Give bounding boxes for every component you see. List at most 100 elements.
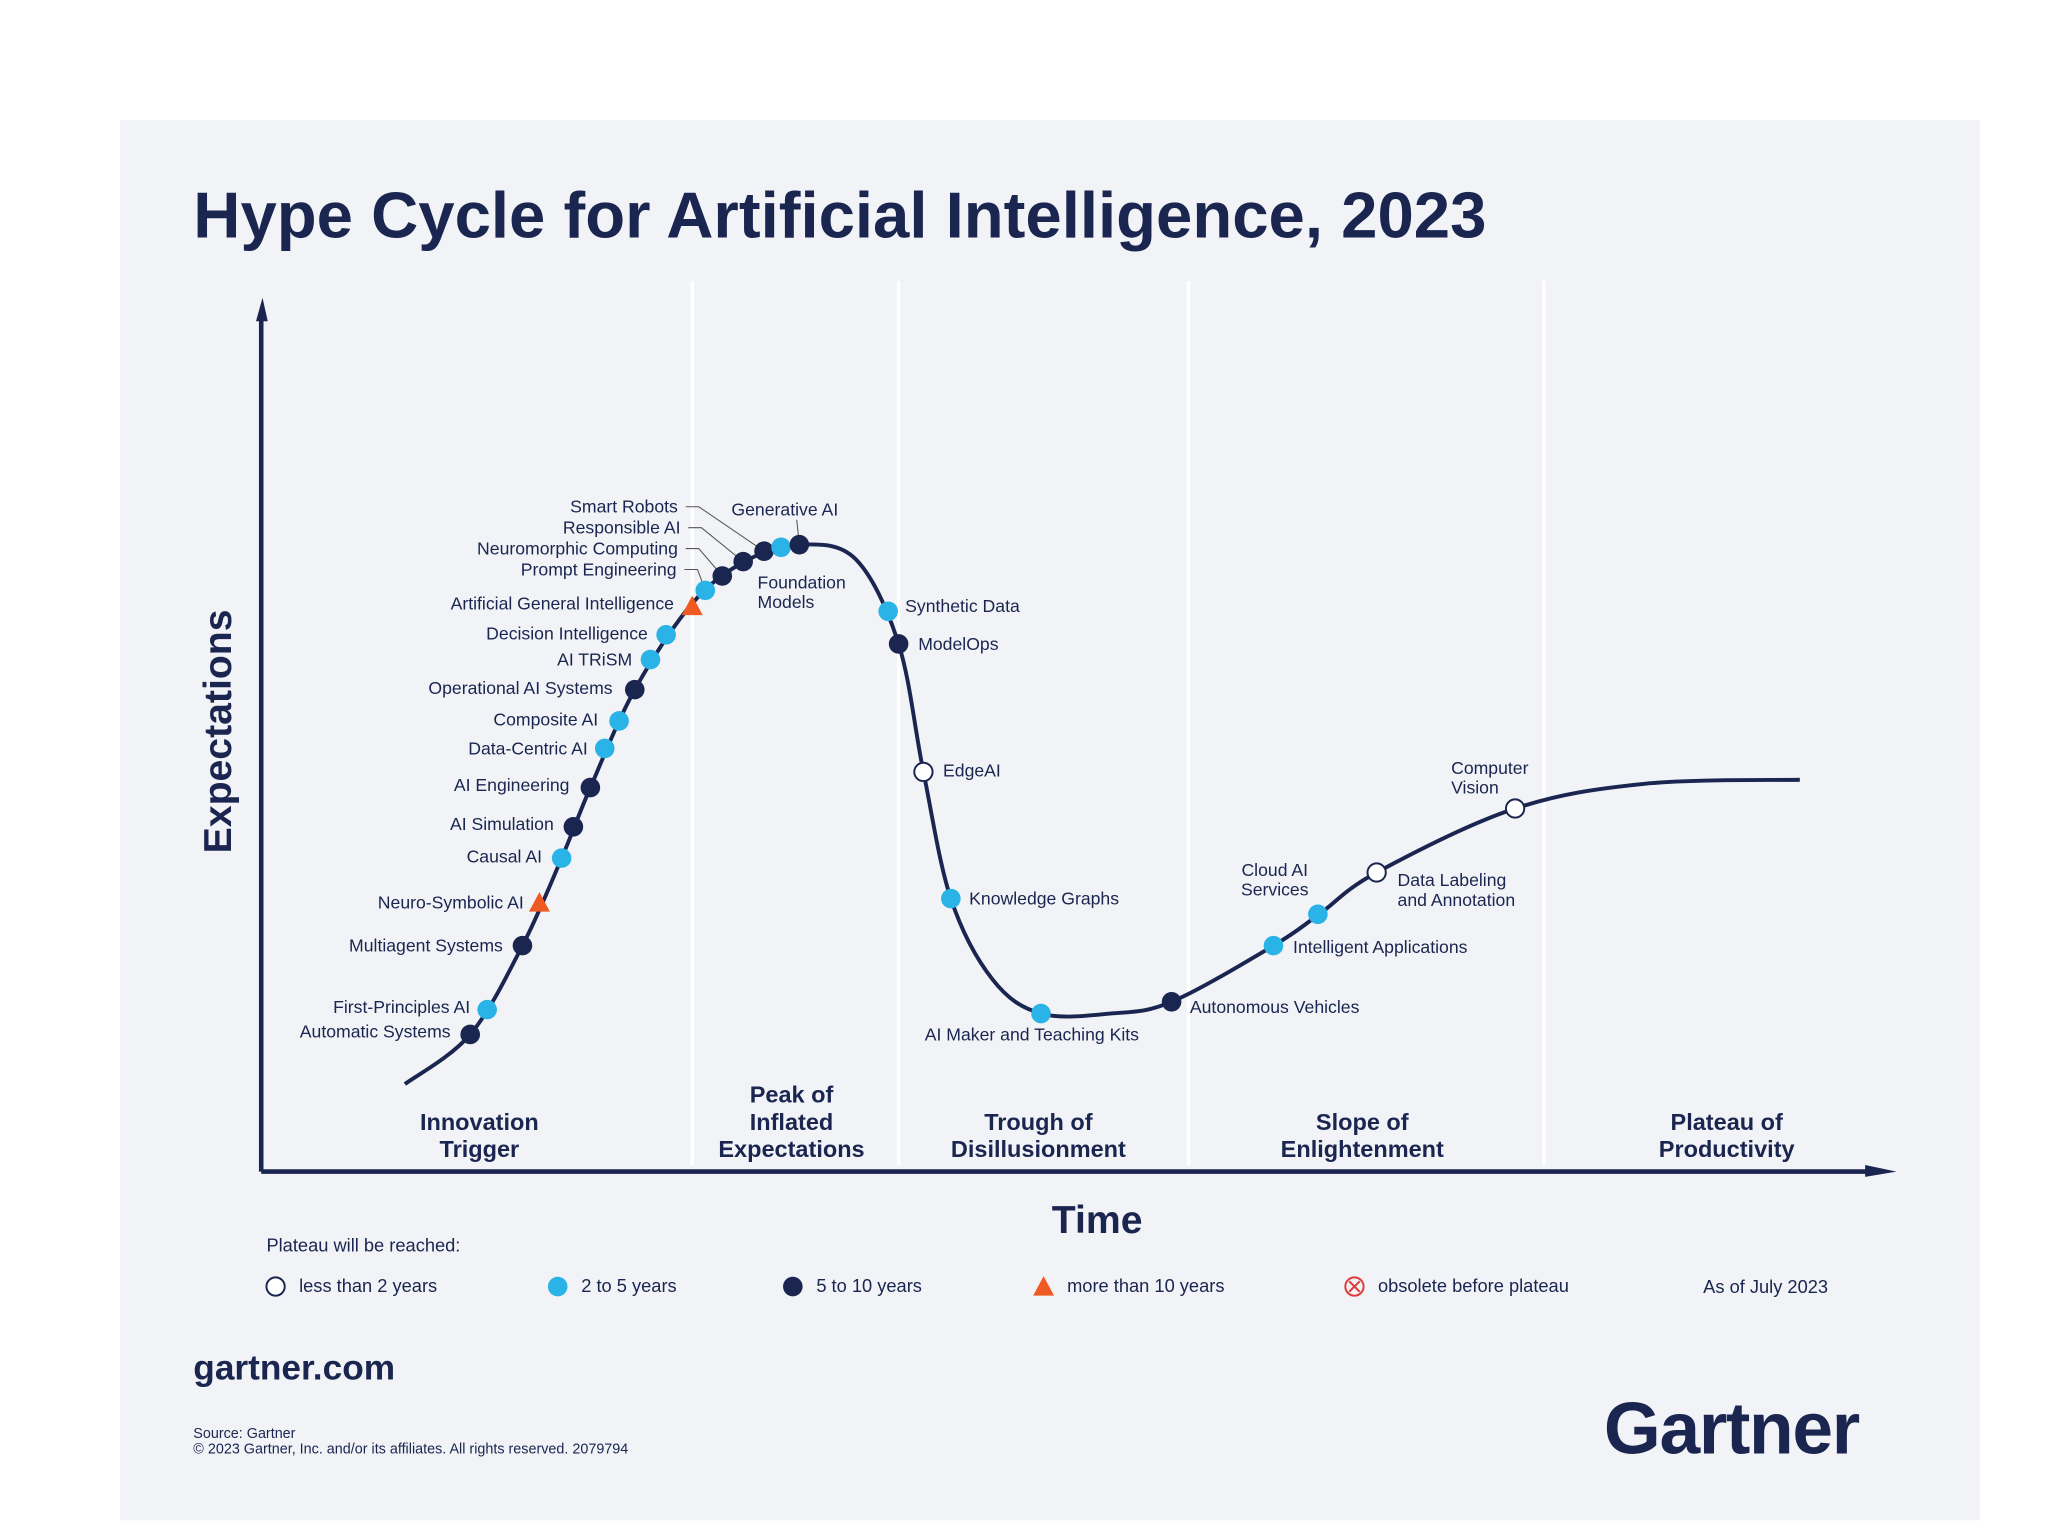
item-marker bbox=[712, 566, 733, 586]
item-label: Smart Robots bbox=[570, 497, 678, 517]
item-marker bbox=[512, 935, 533, 956]
item-label: Foundation bbox=[758, 572, 846, 592]
leader-line bbox=[688, 527, 744, 563]
item-label: Services bbox=[1241, 879, 1309, 899]
y-axis-label: Expectations bbox=[197, 610, 240, 854]
item-marker bbox=[594, 738, 615, 759]
item-label: Vision bbox=[1451, 777, 1499, 797]
phase-label: Inflated bbox=[750, 1109, 834, 1135]
item-label: AI Engineering bbox=[454, 775, 570, 795]
item-label: Models bbox=[758, 592, 815, 612]
item-label: Generative AI bbox=[731, 499, 838, 519]
title: Hype Cycle for Artificial Intelligence, … bbox=[193, 179, 1486, 252]
item-marker bbox=[681, 595, 703, 616]
logo: Gartner bbox=[1604, 1389, 1860, 1470]
item-label: Automatic Systems bbox=[300, 1022, 451, 1042]
item-label: AI Simulation bbox=[450, 814, 554, 834]
legend-label: less than 2 years bbox=[299, 1275, 437, 1296]
x-axis-label: Time bbox=[1052, 1199, 1143, 1242]
item-marker bbox=[551, 848, 572, 868]
phase-label: Innovation bbox=[420, 1109, 539, 1135]
item-marker bbox=[656, 624, 676, 645]
item-marker bbox=[1504, 798, 1526, 819]
item-label: AI TRiSM bbox=[557, 649, 632, 669]
item-label: Intelligent Applications bbox=[1293, 937, 1468, 957]
item-label: First-Principles AI bbox=[333, 997, 470, 1017]
item-label: Computer bbox=[1451, 758, 1529, 778]
item-label: Cloud AI bbox=[1241, 860, 1308, 880]
item-label: Data-Centric AI bbox=[468, 738, 588, 758]
legend-marker bbox=[1033, 1276, 1055, 1296]
item-marker bbox=[878, 601, 898, 622]
item-marker bbox=[941, 888, 961, 909]
item-label: Artificial General Intelligence bbox=[451, 593, 675, 613]
phase-label: Expectations bbox=[718, 1136, 864, 1162]
item-marker bbox=[563, 816, 584, 837]
legend-label: 5 to 10 years bbox=[816, 1275, 922, 1296]
item-marker bbox=[477, 999, 497, 1020]
item-marker bbox=[733, 551, 753, 572]
item-marker bbox=[913, 761, 934, 783]
item-marker bbox=[460, 1024, 480, 1045]
phase-label: Trough of bbox=[984, 1109, 1093, 1135]
item-marker bbox=[754, 541, 774, 561]
item-marker bbox=[1161, 992, 1182, 1012]
legend-note: As of July 2023 bbox=[1703, 1276, 1828, 1297]
phase-label: Plateau of bbox=[1671, 1109, 1783, 1135]
site: gartner.com bbox=[193, 1348, 395, 1387]
legend-label: 2 to 5 years bbox=[581, 1275, 676, 1296]
leader-line bbox=[685, 506, 765, 552]
item-label: Responsible AI bbox=[563, 518, 681, 538]
legend-marker bbox=[265, 1276, 286, 1297]
legend-label: more than 10 years bbox=[1067, 1275, 1224, 1296]
phase-label: Enlightenment bbox=[1281, 1136, 1444, 1162]
legend-title: Plateau will be reached: bbox=[266, 1234, 460, 1255]
item-label: EdgeAI bbox=[943, 760, 1001, 780]
item-label: Decision Intelligence bbox=[486, 623, 648, 643]
item-label: Causal AI bbox=[467, 847, 542, 867]
phase-dividers bbox=[690, 280, 1546, 1166]
copyright: © 2023 Gartner, Inc. and/or its affiliat… bbox=[193, 1442, 628, 1458]
phase-label: Trigger bbox=[440, 1136, 520, 1162]
item-label: Neuromorphic Computing bbox=[477, 538, 678, 558]
item-label: Prompt Engineering bbox=[521, 559, 677, 579]
item-marker bbox=[640, 649, 661, 670]
item-label: Data Labeling bbox=[1398, 870, 1507, 890]
item-marker bbox=[789, 534, 810, 555]
item-marker bbox=[695, 580, 716, 601]
item-marker bbox=[580, 777, 601, 798]
item-marker bbox=[609, 711, 629, 731]
item-label: Composite AI bbox=[493, 710, 598, 730]
legend-marker-cross bbox=[1348, 1280, 1361, 1293]
axes bbox=[256, 297, 1897, 1177]
item-marker bbox=[528, 892, 550, 912]
legend-marker-ring bbox=[1344, 1276, 1365, 1297]
item-label: Neuro-Symbolic AI bbox=[378, 892, 524, 912]
item-marker bbox=[624, 679, 645, 700]
item-marker bbox=[1263, 935, 1284, 956]
item-label: Operational AI Systems bbox=[428, 678, 612, 698]
panel bbox=[120, 120, 1981, 1521]
item-marker bbox=[1366, 862, 1387, 883]
item-label: Autonomous Vehicles bbox=[1190, 997, 1360, 1017]
phase-label: Peak of bbox=[750, 1081, 834, 1107]
item-label: and Annotation bbox=[1398, 890, 1516, 910]
item-marker bbox=[888, 634, 909, 654]
legend-marker bbox=[783, 1276, 803, 1297]
item-label: Knowledge Graphs bbox=[969, 888, 1119, 908]
item-label: Multiagent Systems bbox=[349, 936, 503, 956]
phase-label: Productivity bbox=[1659, 1136, 1795, 1162]
legend-label: obsolete before plateau bbox=[1378, 1275, 1569, 1296]
leader-line bbox=[685, 548, 723, 577]
item-marker bbox=[771, 537, 791, 558]
item-marker bbox=[1031, 1003, 1051, 1024]
legend-marker bbox=[547, 1276, 568, 1297]
phase-label: Slope of bbox=[1316, 1109, 1409, 1135]
item-label: Synthetic Data bbox=[905, 596, 1020, 616]
phase-label: Disillusionment bbox=[951, 1136, 1126, 1162]
item-marker bbox=[1308, 904, 1328, 925]
item-label: ModelOps bbox=[918, 634, 999, 654]
item-label: AI Maker and Teaching Kits bbox=[925, 1024, 1139, 1044]
source: Source: Gartner bbox=[193, 1426, 295, 1442]
